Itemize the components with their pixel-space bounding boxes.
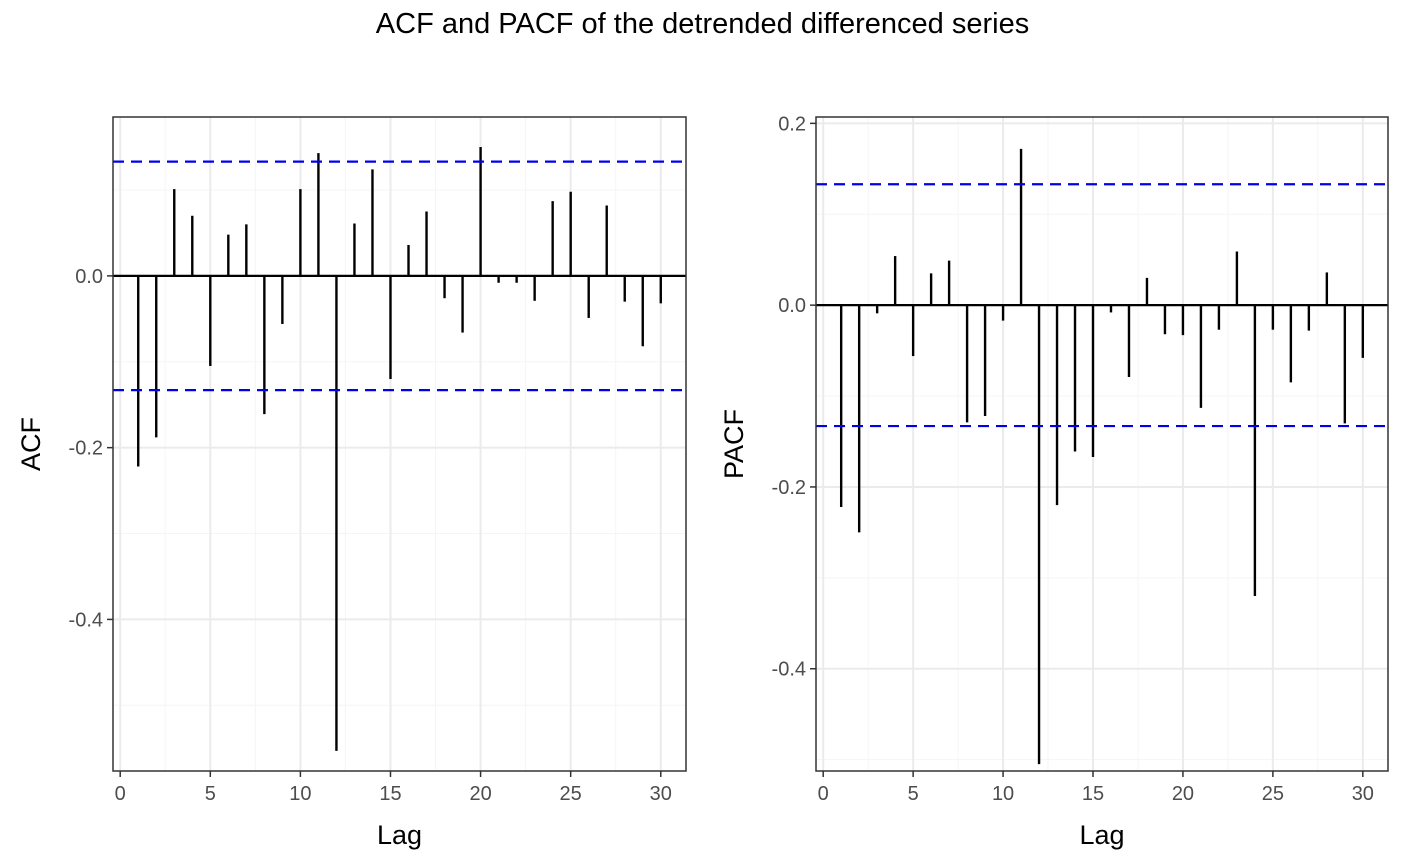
panel-border	[112, 116, 687, 772]
y-tick-label: 0.0	[778, 295, 806, 317]
x-tick-label: 30	[650, 783, 672, 805]
x-tick-label: 5	[205, 783, 216, 805]
x-tick-label: 30	[1352, 783, 1374, 805]
x-tick-label: 15	[379, 783, 401, 805]
y-tick-label: -0.4	[772, 659, 806, 681]
x-tick-label: 10	[289, 783, 311, 805]
x-axis-title: Lag	[377, 820, 422, 850]
y-axis-title: ACF	[16, 417, 46, 471]
x-tick-label: 5	[908, 783, 919, 805]
y-tick-label: -0.2	[69, 438, 103, 460]
acf-panel: 0 5 10 15 20 25 30 0.0 -0.2 -0.4 Lag ACF	[16, 116, 687, 850]
x-tick-label: 0	[115, 783, 126, 805]
y-axis-title: PACF	[719, 409, 749, 479]
pacf-panel: 0 5 10 15 20 25 30 0.2 0.0 -0.2 -0.4 Lag PACF	[719, 113, 1389, 850]
x-axis-title: Lag	[1079, 820, 1124, 850]
chart-title: ACF and PACF of the detrended difference…	[375, 8, 1030, 40]
panel-border	[815, 116, 1389, 772]
x-tick-label: 0	[818, 783, 829, 805]
x-tick-label: 10	[992, 783, 1014, 805]
x-tick-label: 20	[1172, 783, 1194, 805]
x-tick-label: 25	[560, 783, 582, 805]
y-tick-label: 0.0	[75, 266, 103, 288]
x-tick-label: 15	[1082, 783, 1104, 805]
x-tick-label: 20	[469, 783, 491, 805]
x-tick-label: 25	[1262, 783, 1284, 805]
y-tick-label: -0.2	[772, 477, 806, 499]
y-tick-label: 0.2	[778, 113, 806, 135]
y-tick-label: -0.4	[69, 609, 103, 631]
